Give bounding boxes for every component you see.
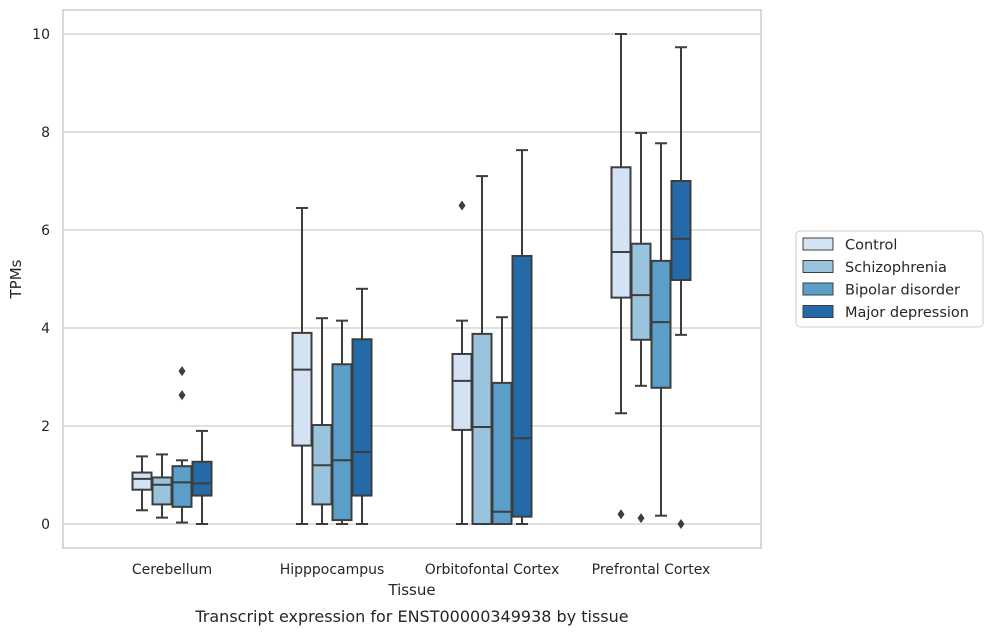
legend-label-3: Bipolar disorder	[845, 283, 960, 299]
box-body	[650, 259, 672, 389]
box-2-2	[311, 317, 333, 525]
box-body	[351, 338, 373, 497]
legend-swatch-4	[802, 305, 834, 318]
y-tick-label-4: 4	[41, 321, 50, 337]
x-tick-label-3: Orbitofontal Cortex	[425, 562, 560, 578]
y-tick-labels: 0 2 4 6 8 10	[32, 27, 50, 533]
box-body	[291, 331, 313, 447]
outlier-point-2	[178, 366, 186, 377]
box-4-3	[511, 149, 533, 525]
y-axis-label: TPMs	[7, 259, 25, 299]
box-3-3	[491, 316, 513, 525]
box-groups	[131, 33, 692, 529]
box-2-1	[151, 453, 173, 519]
box-4-2	[351, 287, 373, 525]
legend-label-4: Major depression	[845, 305, 969, 321]
y-tick-label-2: 2	[41, 419, 50, 435]
legend-swatch-3	[802, 282, 834, 296]
box-body	[610, 166, 632, 299]
y-tick-label-6: 6	[41, 223, 50, 239]
box-1-4	[610, 33, 632, 520]
grid-lines	[63, 33, 761, 525]
box-body	[191, 460, 213, 497]
x-tick-label-1: Cerebellum	[132, 562, 212, 578]
box-3-2	[331, 319, 353, 525]
chart-title: Transcript expression for ENST0000034993…	[194, 607, 628, 626]
outlier-point-1	[617, 509, 625, 520]
box-2-3	[471, 175, 493, 525]
legend: Control Schizophrenia Bipolar disorder Majo…	[795, 230, 984, 328]
x-axis-label: Tissue	[387, 581, 435, 599]
box-body	[131, 471, 153, 491]
box-1-2	[291, 206, 313, 525]
y-tick-label-0: 0	[41, 517, 50, 533]
outlier-point-1	[637, 513, 645, 524]
box-body	[471, 332, 493, 525]
legend-swatch-1	[802, 237, 834, 251]
outlier-point-1	[677, 519, 685, 529]
box-body	[451, 352, 473, 431]
legend-label-2: Schizophrenia	[845, 260, 947, 276]
box-body	[630, 242, 652, 341]
outlier-point-1	[178, 390, 186, 401]
box-body	[151, 476, 173, 506]
box-4-1	[191, 429, 213, 525]
legend-label-1: Control	[845, 238, 897, 254]
legend-frame	[795, 230, 984, 328]
box-body	[670, 180, 692, 281]
box-3-1	[171, 366, 193, 524]
y-tick-label-10: 10	[32, 27, 50, 43]
x-tick-label-4: Prefrontal Cortex	[592, 562, 711, 578]
plot-frame	[62, 9, 762, 549]
box-1-3	[451, 200, 473, 525]
box-body	[511, 254, 533, 518]
legend-swatch-2	[802, 260, 834, 273]
x-tick-labels: Cerebellum Hipppocampus Orbitofontal Corte…	[132, 562, 710, 578]
outlier-point-1	[458, 200, 466, 211]
box-3-4	[650, 142, 672, 517]
box-2-4	[630, 131, 652, 524]
x-tick-label-2: Hipppocampus	[280, 562, 385, 578]
y-tick-label-8: 8	[41, 125, 50, 141]
box-body	[171, 465, 193, 508]
box-body	[491, 381, 513, 525]
box-4-4	[670, 46, 692, 529]
box-body	[331, 363, 353, 522]
box-1-1	[131, 455, 153, 512]
